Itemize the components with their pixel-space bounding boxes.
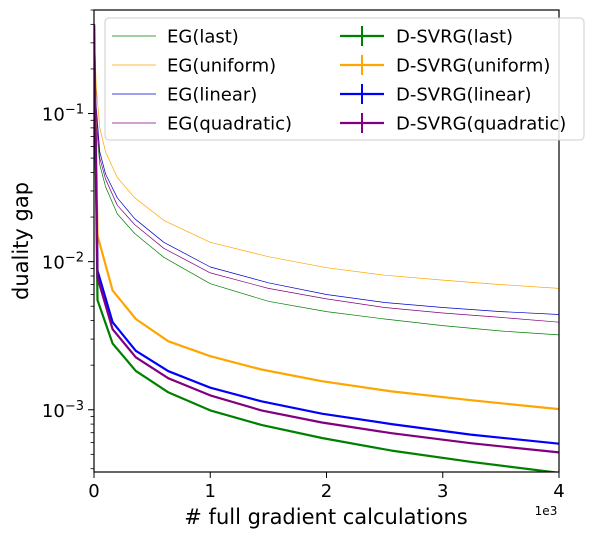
legend-label-7: D-SVRG(quadratic) <box>396 114 566 135</box>
x-tick-label-2: 2 <box>321 481 332 502</box>
x-tick-label-0: 0 <box>88 481 99 502</box>
series-line-7 <box>94 24 559 454</box>
legend-label-6: D-SVRG(linear) <box>396 85 532 106</box>
x-axis-label: # full gradient calculations <box>184 505 467 529</box>
series-layer <box>94 21 559 472</box>
series-line-0 <box>94 27 559 336</box>
x-axis-offset-label: 1e3 <box>535 504 558 518</box>
y-tick-label-0: 10−3 <box>42 399 84 422</box>
y-tick-label-1: 10−2 <box>42 251 84 274</box>
legend-label-2: EG(linear) <box>167 85 257 106</box>
legend-label-1: EG(uniform) <box>167 56 276 77</box>
series-line-6 <box>94 24 559 445</box>
legend-box <box>104 17 585 141</box>
series-line-5 <box>94 24 559 411</box>
y-axis: 10−3 10−2 10−1 <box>42 9 94 470</box>
series-line-2 <box>94 24 559 315</box>
legend: EG(last) EG(uniform) EG(linear) EG(quadrati… <box>104 17 585 141</box>
x-tick-label-1: 1 <box>205 481 216 502</box>
series-line-4 <box>94 24 559 472</box>
y-tick-label-2: 10−1 <box>42 102 84 125</box>
legend-label-3: EG(quadratic) <box>167 114 292 135</box>
x-tick-label-3: 3 <box>437 481 448 502</box>
legend-label-0: EG(last) <box>167 27 239 48</box>
x-tick-label-4: 4 <box>553 481 564 502</box>
y-axis-label: duality gap <box>9 182 33 300</box>
series-line-3 <box>94 24 559 323</box>
legend-label-4: D-SVRG(last) <box>396 27 513 48</box>
x-axis: 0 1 2 3 4 <box>88 472 565 502</box>
series-line-1 <box>94 21 559 289</box>
legend-label-5: D-SVRG(uniform) <box>396 56 550 77</box>
